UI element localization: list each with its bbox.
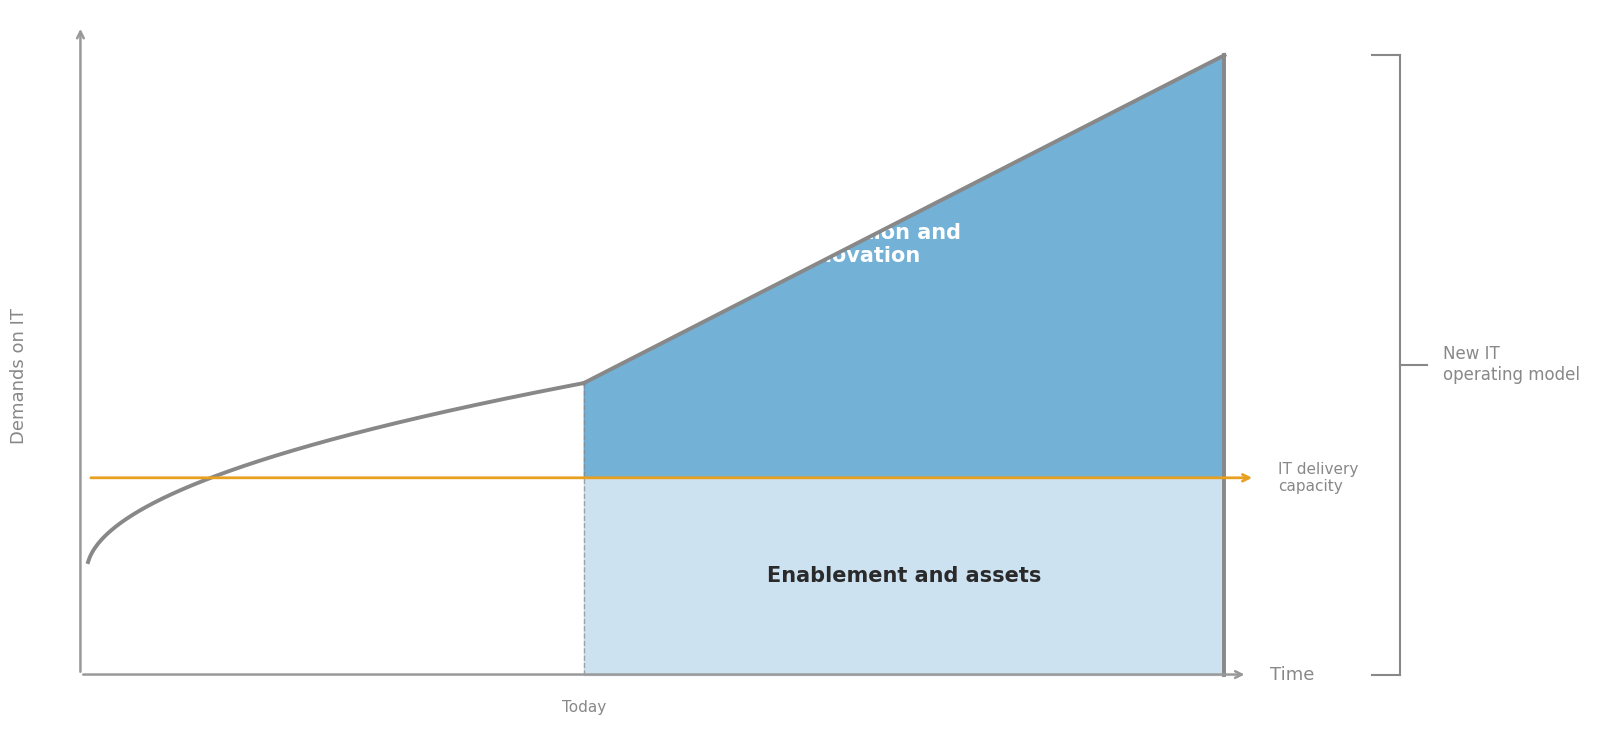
Text: Time: Time [1270,666,1315,683]
Text: New IT
operating model: New IT operating model [1443,346,1579,384]
Text: Enablement and assets: Enablement and assets [766,566,1042,586]
Text: Demands on IT: Demands on IT [11,308,29,444]
Text: Consumption and
innovation: Consumption and innovation [755,223,962,266]
Text: Today: Today [562,700,606,715]
Text: IT delivery
capacity: IT delivery capacity [1278,461,1358,494]
